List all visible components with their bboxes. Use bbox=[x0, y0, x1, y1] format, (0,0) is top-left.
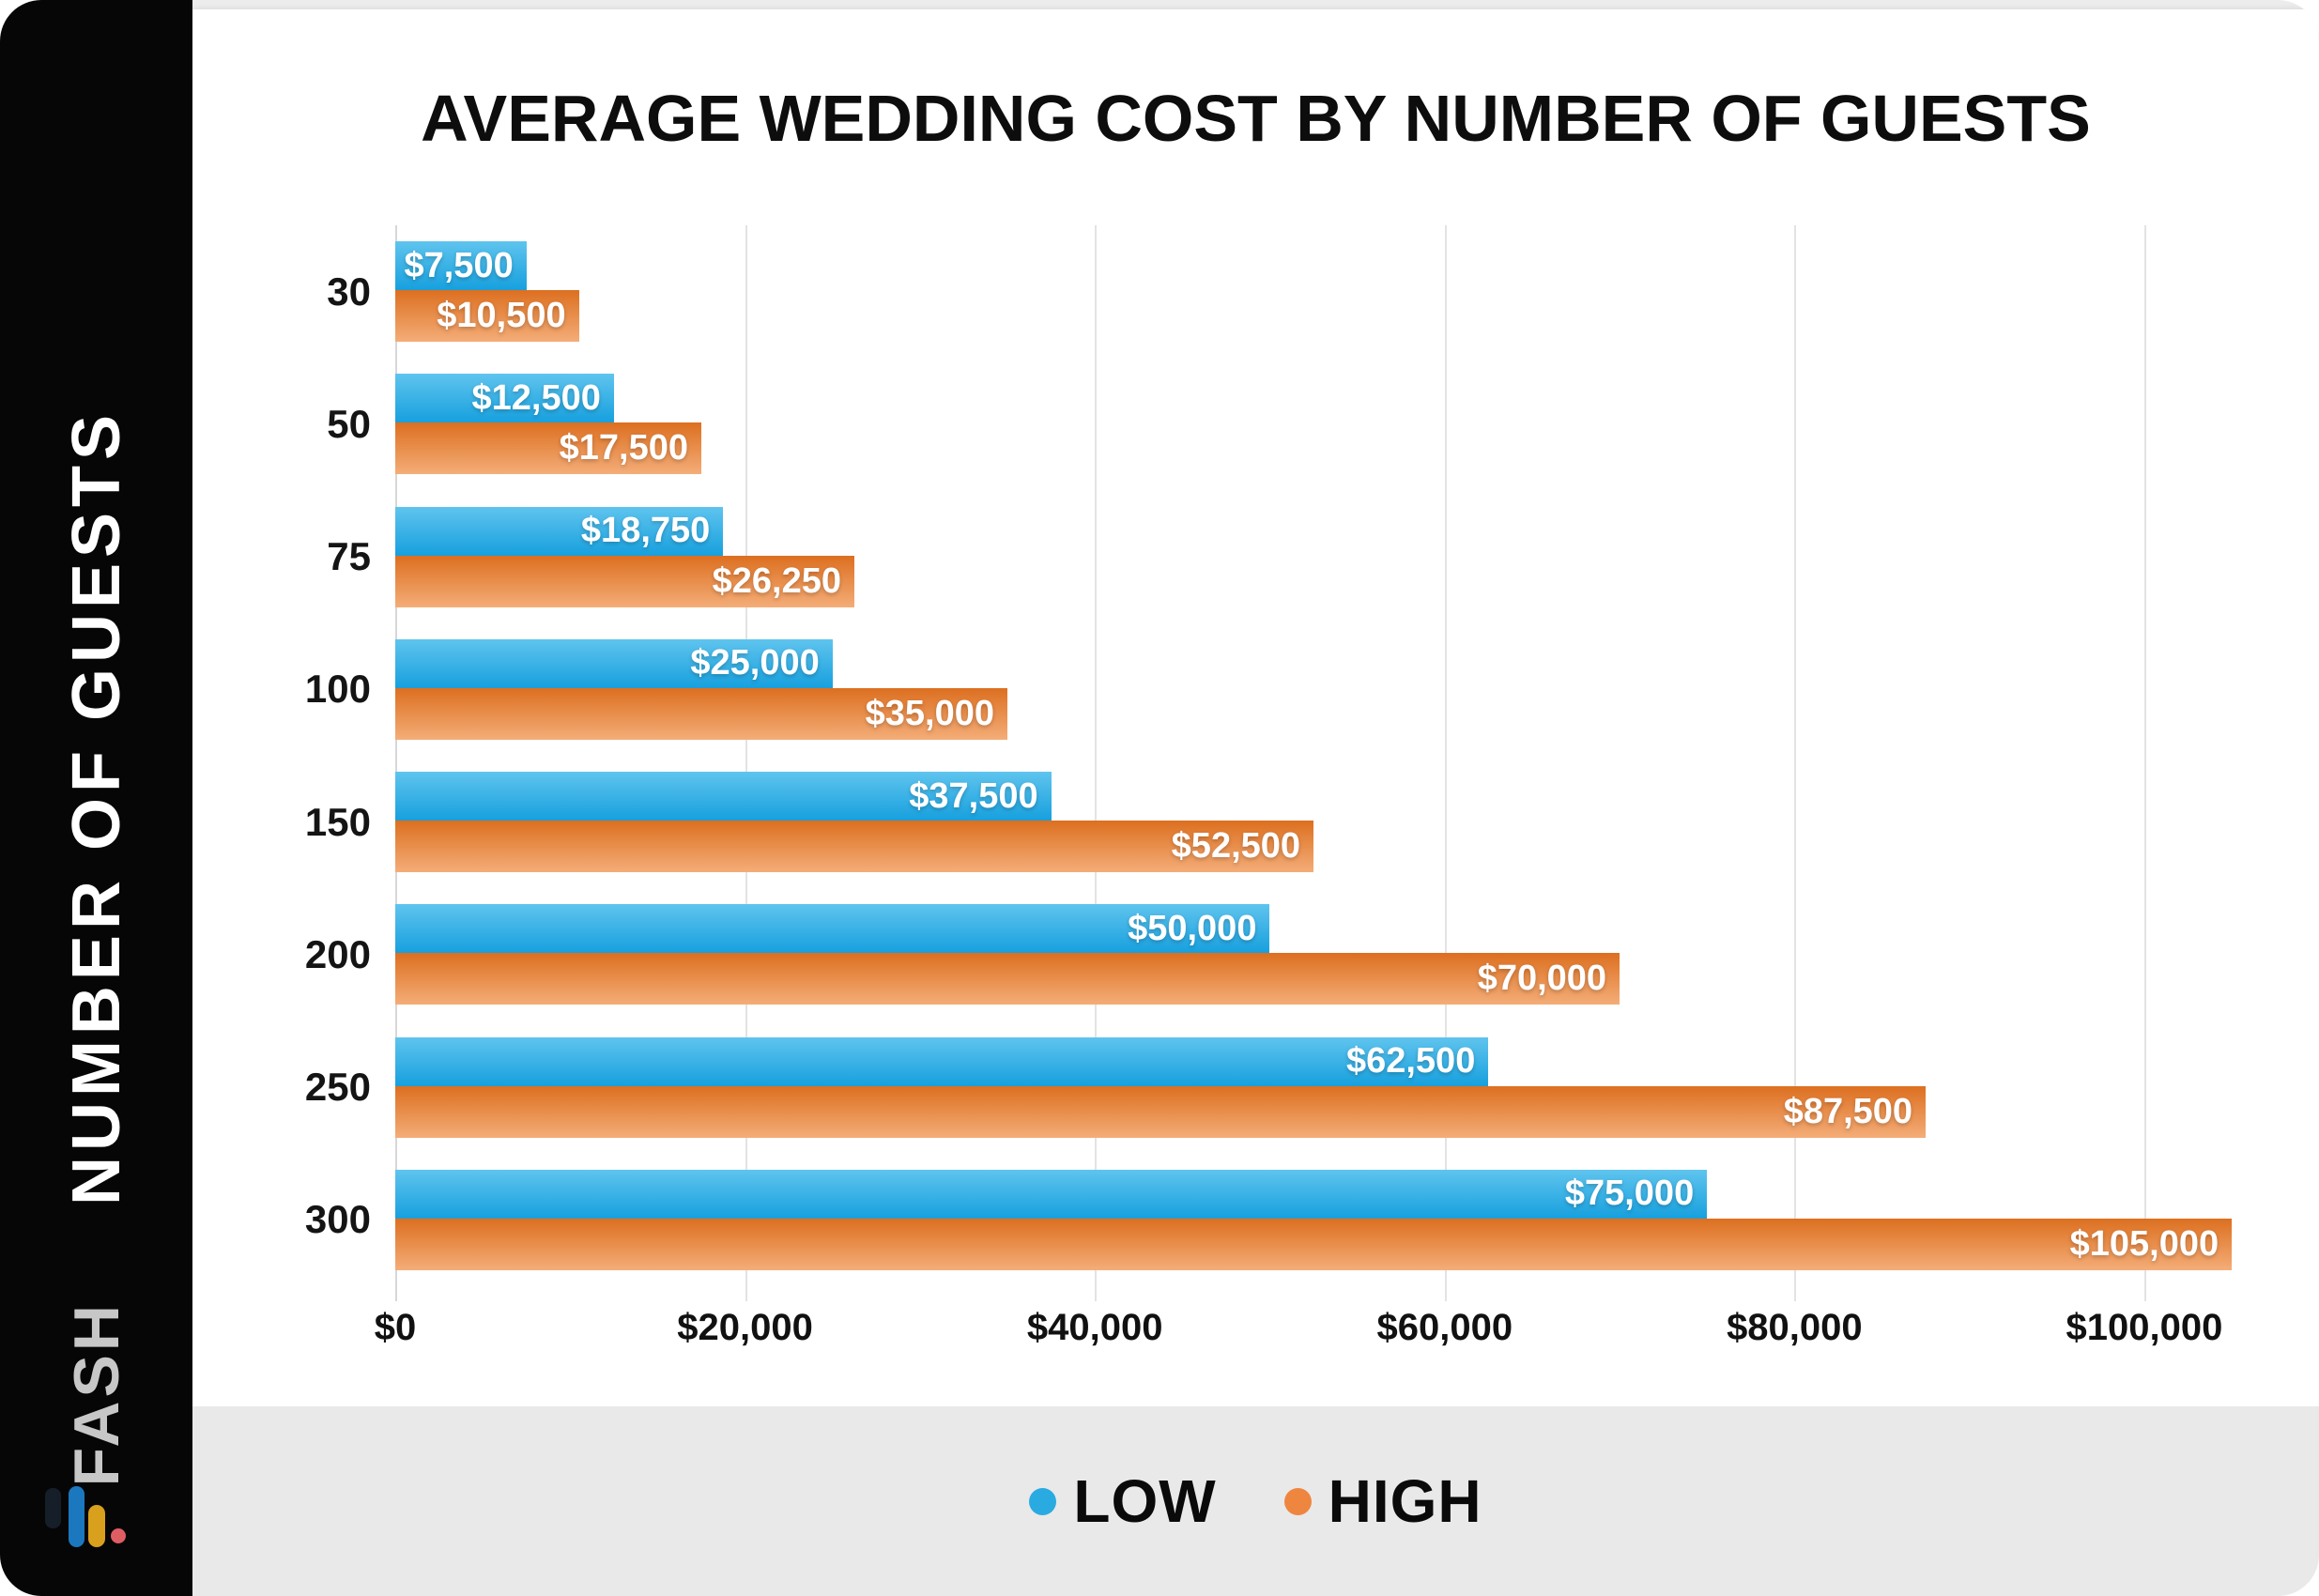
gridline-20000 bbox=[745, 225, 747, 1301]
x-tick-label: $80,000 bbox=[1727, 1307, 1863, 1348]
brand-name: FASH bbox=[0, 1300, 192, 1487]
low-bar-50: $12,500 bbox=[395, 374, 614, 423]
legend-item-high: HIGH bbox=[1283, 1466, 1482, 1536]
x-tick-label: $60,000 bbox=[1376, 1307, 1513, 1348]
high-bar-value-label: $35,000 bbox=[865, 693, 995, 733]
x-tick-label: $100,000 bbox=[2066, 1307, 2223, 1348]
high-bar-value-label: $26,250 bbox=[712, 560, 842, 601]
logo-gold-bar-icon bbox=[88, 1505, 105, 1547]
fash-logo-icon bbox=[43, 1483, 130, 1549]
bar-rows: 30 $7,500 $10,500 50 $12,500 $17,500 75 $18,750… bbox=[305, 225, 2284, 1286]
legend-label: HIGH bbox=[1328, 1467, 1482, 1535]
low-bar-value-label: $62,500 bbox=[1345, 1041, 1476, 1082]
legend: LOW HIGH bbox=[192, 1406, 2319, 1596]
bar-group-200: 200 $50,000 $70,000 bbox=[305, 888, 2284, 1021]
legend-item-low: LOW bbox=[1029, 1466, 1216, 1536]
chart-card: AVERAGE WEDDING COST BY NUMBER OF GUESTS… bbox=[192, 9, 2319, 1406]
x-axis: $0 $20,000 $40,000 $60,000 $80,000 $100,000 bbox=[375, 1307, 2284, 1382]
bar-group-75: 75 $18,750 $26,250 bbox=[327, 491, 2284, 623]
bar-group-150: 150 $37,500 $52,500 bbox=[305, 756, 2284, 888]
high-bar-100: $35,000 bbox=[395, 687, 1008, 740]
high-bar-value-label: $70,000 bbox=[1477, 959, 1607, 999]
gridline-100000 bbox=[2143, 225, 2146, 1301]
brand-name-text: FASH bbox=[60, 1300, 132, 1487]
gridline-80000 bbox=[1794, 225, 1797, 1301]
bar-group-30: 30 $7,500 $10,500 bbox=[327, 225, 2284, 358]
gridline-60000 bbox=[1444, 225, 1447, 1301]
low-bar-30: $7,500 bbox=[395, 241, 527, 291]
logo-red-dot-icon bbox=[111, 1528, 126, 1543]
legend-label: LOW bbox=[1073, 1467, 1217, 1535]
y-tick-label: 250 bbox=[304, 1065, 371, 1110]
high-bar-75: $26,250 bbox=[395, 555, 855, 607]
logo-blue-bar-icon bbox=[69, 1486, 84, 1547]
low-bar-value-label: $7,500 bbox=[404, 245, 514, 285]
high-bar-value-label: $87,500 bbox=[1783, 1091, 1913, 1131]
low-bar-300: $75,000 bbox=[395, 1169, 1708, 1219]
logo-dark-bar-icon bbox=[45, 1488, 61, 1528]
high-bar-300: $105,000 bbox=[395, 1218, 2233, 1270]
plot-area: 30 $7,500 $10,500 50 $12,500 $17,500 75 $18,750… bbox=[305, 225, 2284, 1348]
low-bar-200: $50,000 bbox=[395, 904, 1270, 954]
x-tick-label: $20,000 bbox=[677, 1307, 813, 1348]
y-tick-label: 150 bbox=[304, 799, 371, 844]
x-tick-label: $40,000 bbox=[1026, 1307, 1163, 1348]
bar-group-300: 300 $75,000 $105,000 bbox=[305, 1154, 2284, 1286]
sidebar: NUMBER OF GUESTS FASH bbox=[0, 0, 192, 1596]
y-tick-label: 75 bbox=[327, 534, 371, 579]
low-bar-value-label: $12,500 bbox=[471, 377, 601, 418]
y-tick-label: 50 bbox=[327, 401, 371, 446]
y-axis-title: NUMBER OF GUESTS bbox=[0, 394, 192, 1220]
low-bar-250: $62,500 bbox=[395, 1036, 1489, 1086]
high-bar-150: $52,500 bbox=[395, 821, 1314, 873]
low-bar-value-label: $50,000 bbox=[1128, 908, 1257, 948]
low-bar-value-label: $18,750 bbox=[580, 511, 711, 551]
bar-group-100: 100 $25,000 $35,000 bbox=[305, 623, 2284, 756]
gridline-40000 bbox=[1095, 225, 1098, 1301]
x-tick-label: $0 bbox=[374, 1307, 417, 1348]
bar-group-250: 250 $62,500 $87,500 bbox=[305, 1021, 2284, 1154]
y-tick-label: 200 bbox=[304, 931, 371, 976]
high-bar-250: $87,500 bbox=[395, 1085, 1927, 1138]
high-bar-200: $70,000 bbox=[395, 953, 1620, 1005]
low-bar-150: $37,500 bbox=[395, 772, 1052, 821]
chart-title: AVERAGE WEDDING COST BY NUMBER OF GUESTS bbox=[421, 82, 2091, 155]
high-bar-50: $17,500 bbox=[395, 422, 702, 475]
legend-dot-icon bbox=[1029, 1487, 1057, 1515]
high-bar-value-label: $17,500 bbox=[559, 428, 689, 468]
gridlines bbox=[395, 225, 2284, 1301]
high-bar-value-label: $10,500 bbox=[437, 296, 566, 336]
y-axis-title-text: NUMBER OF GUESTS bbox=[58, 408, 134, 1206]
y-tick-label: 100 bbox=[304, 667, 371, 712]
y-tick-label: 300 bbox=[304, 1197, 371, 1242]
low-bar-75: $18,750 bbox=[395, 506, 724, 556]
high-bar-30: $10,500 bbox=[395, 290, 579, 343]
low-bar-value-label: $25,000 bbox=[690, 643, 820, 683]
high-bar-value-label: $52,500 bbox=[1171, 826, 1301, 867]
gridline-0 bbox=[395, 225, 397, 1301]
y-tick-label: 30 bbox=[327, 269, 371, 314]
bar-group-50: 50 $12,500 $17,500 bbox=[327, 358, 2284, 490]
low-bar-100: $25,000 bbox=[395, 638, 833, 688]
high-bar-value-label: $105,000 bbox=[2069, 1223, 2219, 1264]
low-bar-value-label: $37,500 bbox=[909, 775, 1038, 816]
legend-dot-icon bbox=[1283, 1487, 1312, 1515]
low-bar-value-label: $75,000 bbox=[1564, 1174, 1695, 1214]
